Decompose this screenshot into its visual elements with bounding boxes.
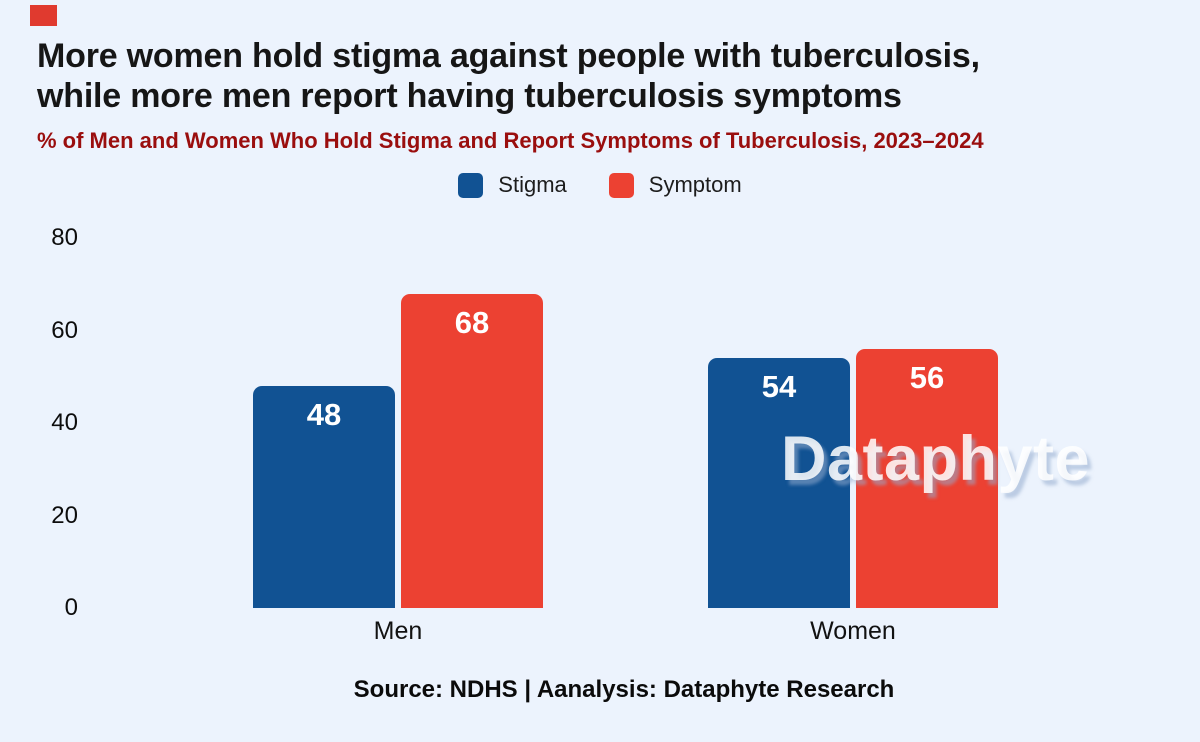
legend-item-symptom: Symptom — [608, 172, 742, 198]
legend-swatch-symptom — [608, 172, 634, 198]
source-note: Source: NDHS | Aanalysis: Dataphyte Rese… — [353, 676, 895, 703]
x-axis-category-men: Men — [373, 617, 423, 645]
bar-women-stigma: 54 — [708, 358, 850, 608]
chart-title-line2: while more men report having tuberculosi… — [37, 77, 902, 115]
y-axis-tick-label: 60 — [51, 316, 78, 344]
chart-subtitle: % of Men and Women Who Hold Stigma and R… — [37, 128, 984, 153]
chart-title: More women hold stigma against people wi… — [37, 36, 980, 116]
y-axis-tick-label: 80 — [51, 224, 78, 251]
brand-corner-square — [30, 5, 57, 26]
y-axis-tick-label: 0 — [64, 594, 78, 621]
legend-item-stigma: Stigma — [458, 172, 567, 198]
y-axis-tick-label: 40 — [51, 409, 78, 436]
legend-swatch-stigma — [458, 172, 484, 198]
bar-value-label: 54 — [761, 369, 797, 405]
x-axis-category-women: Women — [810, 617, 896, 645]
bar-value-label: 56 — [909, 360, 945, 395]
bar-men-stigma: 48 — [253, 386, 395, 608]
legend-label-stigma: Stigma — [498, 172, 567, 197]
bar-women-symptom: 56 — [856, 349, 998, 608]
chart-title-line1: More women hold stigma against people wi… — [37, 37, 980, 75]
bar-value-label: 68 — [454, 304, 490, 340]
bar-value-label: 48 — [306, 397, 342, 432]
legend: Stigma Symptom — [0, 172, 1200, 198]
y-axis-tick-label: 20 — [51, 501, 78, 529]
bar-men-symptom: 68 — [401, 293, 543, 608]
legend-label-symptom: Symptom — [648, 172, 742, 197]
